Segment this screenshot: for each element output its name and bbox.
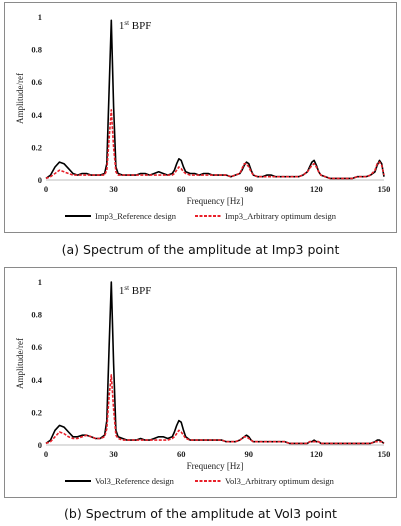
x-tick-label: 90 (245, 184, 254, 194)
x-tick-label: 60 (177, 449, 186, 459)
y-tick-label: 0.2 (31, 142, 42, 152)
y-axis-label: Amplitude/ref (15, 73, 25, 124)
x-axis-label: Frequency [Hz] (187, 196, 244, 206)
y-tick-label: 0 (38, 175, 42, 185)
series-line-optimum (45, 109, 385, 180)
y-axis-label: Amplitude/ref (15, 338, 25, 389)
y-tick-label: 0.6 (31, 342, 42, 352)
y-tick-label: 1 (38, 277, 42, 287)
y-tick-label: 1 (38, 12, 42, 22)
x-tick-label: 30 (109, 449, 118, 459)
chart-panel-imp3: 0 0.2 0.4 0.6 0.8 1 0 30 60 90 120 150 Amplitude/ref… (4, 2, 397, 233)
y-tick-label: 0 (38, 440, 42, 450)
y-tick-label: 0.4 (31, 375, 42, 385)
y-tick-label: 0.8 (31, 310, 42, 320)
chart-panel-vol3: 0 0.2 0.4 0.6 0.8 1 0 30 60 90 120 150 Amplitude/ref… (4, 267, 397, 498)
annotation-bpf: 1st BPF (119, 19, 152, 32)
legend-label-optimum: Vol3_Arbitrary optimum design (225, 476, 335, 486)
series-line-optimum (45, 374, 385, 445)
y-tick-label: 0.8 (31, 45, 42, 55)
x-tick-label: 150 (378, 449, 391, 459)
legend-label-reference: Vol3_Reference design (95, 476, 175, 486)
x-tick-label: 90 (245, 449, 254, 459)
series-line-reference (45, 19, 385, 180)
x-axis-label: Frequency [Hz] (187, 461, 244, 471)
x-tick-label: 60 (177, 184, 186, 194)
y-tick-label: 0.2 (31, 407, 42, 417)
caption-vol3: (b) Spectrum of the amplitude at Vol3 po… (64, 506, 337, 521)
legend-label-optimum: Imp3_Arbitrary optimum design (225, 211, 337, 221)
series-line-reference (45, 281, 385, 445)
annotation-bpf: 1st BPF (119, 284, 152, 297)
x-tick-label: 0 (44, 449, 48, 459)
y-tick-label: 0.6 (31, 77, 42, 87)
chart-imp3: 0 0.2 0.4 0.6 0.8 1 0 30 60 90 120 150 Amplitude/ref… (15, 12, 391, 221)
x-tick-label: 150 (378, 184, 391, 194)
legend-label-reference: Imp3_Reference design (95, 211, 177, 221)
caption-imp3: (a) Spectrum of the amplitude at Imp3 po… (61, 242, 340, 257)
x-tick-label: 120 (310, 184, 323, 194)
chart-vol3: 0 0.2 0.4 0.6 0.8 1 0 30 60 90 120 150 Amplitude/ref… (15, 277, 391, 486)
x-tick-label: 120 (310, 449, 323, 459)
y-tick-label: 0.4 (31, 110, 42, 120)
x-tick-label: 0 (44, 184, 48, 194)
x-tick-label: 30 (109, 184, 118, 194)
